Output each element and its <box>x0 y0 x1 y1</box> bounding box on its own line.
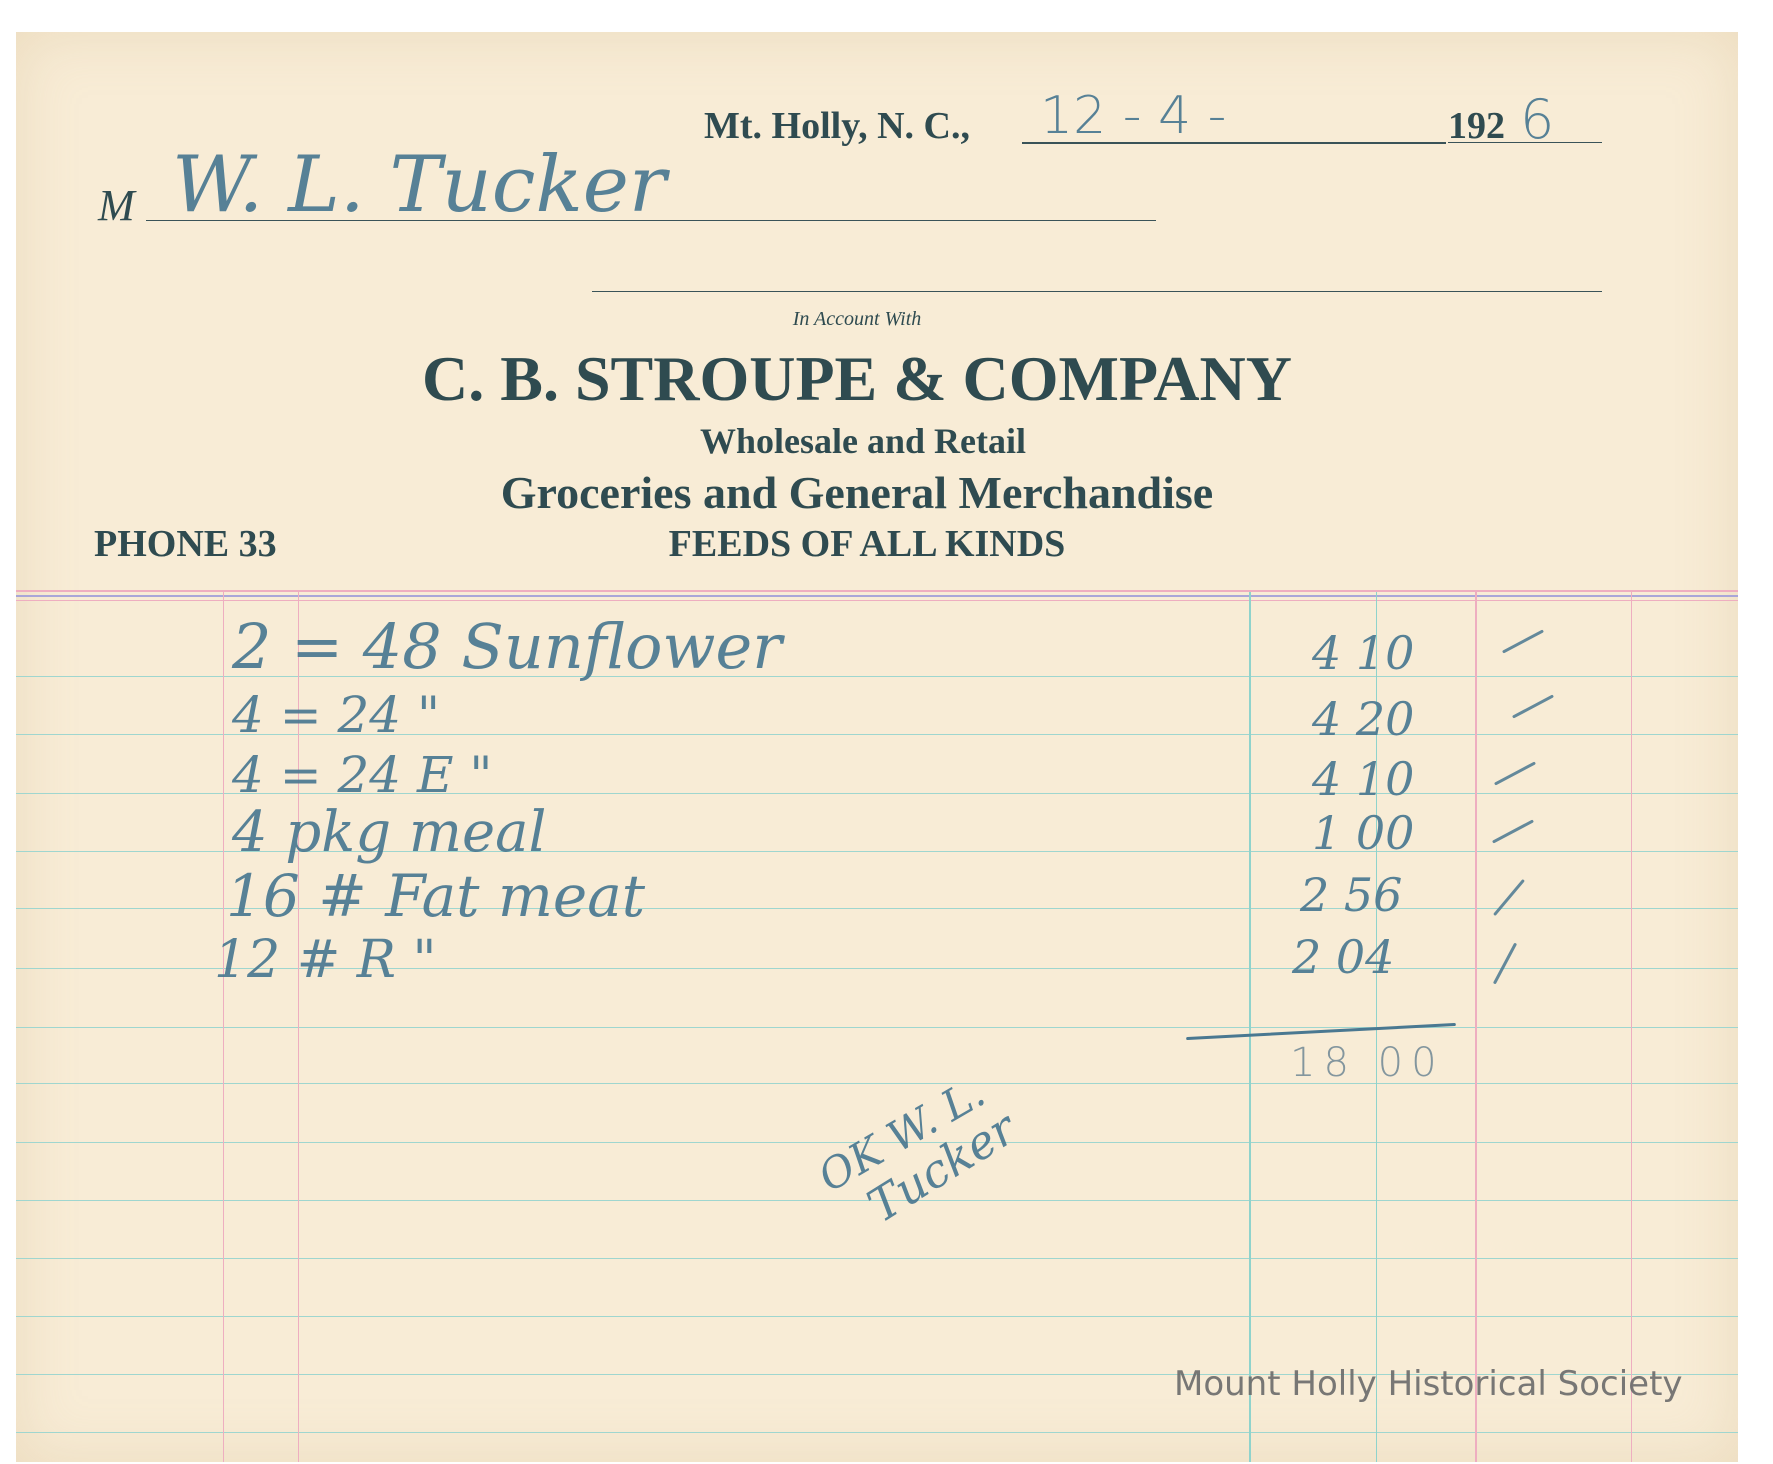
header-rule-top <box>16 590 1738 592</box>
total-amount: 18 00 <box>1290 1040 1445 1086</box>
ruled-line <box>16 1316 1738 1317</box>
ruled-line <box>16 1432 1738 1433</box>
item-description: 2 = 48 Sunflower <box>232 610 782 683</box>
customer-line <box>146 220 1156 221</box>
tagline-groceries: Groceries and General Merchandise <box>500 467 1214 518</box>
ruled-line <box>16 1258 1738 1259</box>
ruled-line <box>16 1200 1738 1201</box>
amount-column-line <box>1249 592 1251 1462</box>
tagline-feeds: FEEDS OF ALL KINDS <box>668 523 1066 565</box>
place-label: Mt. Holly, N. C., <box>704 105 970 147</box>
item-amount: 2 04 <box>1292 930 1395 984</box>
phone-label: PHONE 33 <box>94 523 277 565</box>
ruled-line <box>16 908 1738 909</box>
tagline-wholesale: Wholesale and Retail <box>699 421 1027 461</box>
year-printed: 192 <box>1448 105 1505 147</box>
margin-line <box>223 592 224 1462</box>
ruled-line <box>16 968 1738 969</box>
date-handwritten: 12 - 4 - <box>1040 86 1227 146</box>
item-amount: 4 10 <box>1312 626 1415 680</box>
ruled-line <box>16 1083 1738 1084</box>
ruled-line <box>16 851 1738 852</box>
year-line <box>1448 142 1602 143</box>
watermark: Mount Holly Historical Society <box>1174 1364 1683 1404</box>
ruled-line <box>16 793 1738 794</box>
item-amount: 2 56 <box>1300 868 1403 922</box>
item-description: 4 = 24 E " <box>232 746 493 804</box>
margin-line <box>298 592 299 1462</box>
item-amount: 4 20 <box>1312 692 1415 746</box>
company-name: C. B. STROUPE & COMPANY <box>422 343 1292 414</box>
in-account-with: In Account With <box>792 308 922 330</box>
item-description: 4 = 24 " <box>232 686 441 744</box>
ruled-line <box>16 676 1738 677</box>
check-column-line <box>1631 592 1632 1462</box>
item-description: 16 # Fat meat <box>226 862 646 930</box>
header-rule-bottom <box>16 600 1738 601</box>
ruled-line <box>16 1027 1738 1028</box>
year-handwritten: 6 <box>1520 88 1555 151</box>
check-column-line <box>1475 592 1477 1462</box>
date-line <box>1022 142 1446 144</box>
header-rule-blue <box>16 595 1738 597</box>
address-line <box>592 291 1602 292</box>
customer-prefix: M <box>98 181 135 230</box>
item-description: 4 pkg meal <box>232 800 547 865</box>
invoice-paper <box>16 32 1738 1462</box>
ruled-line <box>16 734 1738 735</box>
item-description: 12 # R " <box>214 930 437 990</box>
customer-name: W. L. Tucker <box>172 140 667 230</box>
ruled-line <box>16 1374 1738 1375</box>
item-amount: 4 10 <box>1312 752 1415 806</box>
ruled-line <box>16 1142 1738 1143</box>
item-amount: 1 00 <box>1312 806 1415 860</box>
